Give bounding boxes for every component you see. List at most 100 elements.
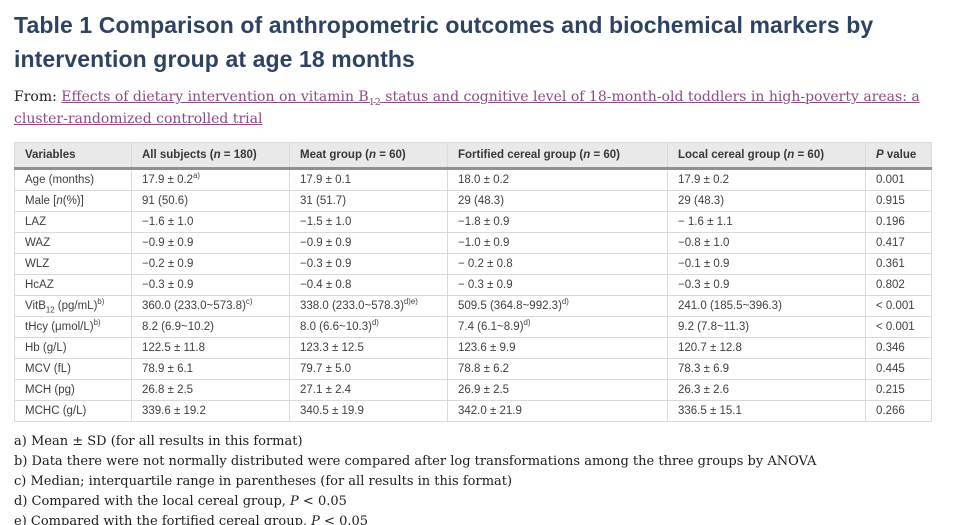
table-cell: 120.7 ± 12.8	[667, 337, 866, 359]
table-cell: 0.215	[865, 379, 932, 401]
row-label: HcAZ	[14, 274, 132, 296]
table-cell: −0.8 ± 1.0	[667, 232, 866, 254]
row-label: Age (months)	[14, 168, 132, 191]
table-cell: − 0.3 ± 0.9	[447, 274, 668, 296]
table-cell: 0.001	[865, 168, 932, 191]
footnote: b) Data there were not normally distribu…	[14, 454, 817, 469]
row-label: MCHC (g/L)	[14, 400, 132, 422]
row-label: LAZ	[14, 211, 132, 233]
table-cell: −1.0 ± 0.9	[447, 232, 668, 254]
table-cell: 91 (50.6)	[131, 190, 290, 212]
footnote: d) Compared with the local cereal group,…	[14, 494, 347, 509]
table-cell: −0.9 ± 0.9	[131, 232, 290, 254]
table-cell: 0.802	[865, 274, 932, 296]
table-cell: 78.3 ± 6.9	[667, 358, 866, 380]
footnotes: a) Mean ± SD (for all results in this fo…	[14, 432, 952, 525]
table-cell: −0.4 ± 0.8	[289, 274, 448, 296]
table-cell: 27.1 ± 2.4	[289, 379, 448, 401]
footnote: a) Mean ± SD (for all results in this fo…	[14, 434, 303, 449]
table-cell: −0.3 ± 0.9	[131, 274, 290, 296]
table-row: VitB12 (pg/mL)b) 360.0 (233.0~573.8)c) 33…	[14, 295, 932, 317]
column-header: Variables	[14, 142, 132, 170]
table-cell: 0.915	[865, 190, 932, 212]
column-header: P value	[865, 142, 932, 170]
table-row: HcAZ −0.3 ± 0.9 −0.4 ± 0.8− 0.3 ± 0.9 −0.3…	[14, 274, 932, 296]
table-cell: 0.346	[865, 337, 932, 359]
table-cell: 29 (48.3)	[667, 190, 866, 212]
table-cell: −0.3 ± 0.9	[667, 274, 866, 296]
table-cell: 26.8 ± 2.5	[131, 379, 290, 401]
column-header: All subjects (n = 180)	[131, 142, 290, 170]
column-header: Fortified cereal group (n = 60)	[447, 142, 668, 170]
table-cell: 18.0 ± 0.2	[447, 168, 668, 191]
row-label: WLZ	[14, 253, 132, 275]
table-cell: < 0.001	[865, 295, 932, 317]
table-cell: −0.1 ± 0.9	[667, 253, 866, 275]
table-cell: 17.9 ± 0.2a)	[131, 168, 290, 191]
row-label: MCV (fL)	[14, 358, 132, 380]
table-cell: 26.3 ± 2.6	[667, 379, 866, 401]
table-cell: −0.9 ± 0.9	[289, 232, 448, 254]
table-cell: < 0.001	[865, 316, 932, 338]
row-label: VitB12 (pg/mL)b)	[14, 295, 132, 317]
table-row: Hb (g/L) 122.5 ± 11.8 123.3 ± 12.5 123.6 ±…	[14, 337, 932, 359]
table-cell: 122.5 ± 11.8	[131, 337, 290, 359]
table-cell: 78.9 ± 6.1	[131, 358, 290, 380]
table-cell: 78.8 ± 6.2	[447, 358, 668, 380]
table-row: Male [n(%)] 91 (50.6) 31 (51.7) 29 (48.3) 2…	[14, 190, 932, 212]
table-cell: 123.3 ± 12.5	[289, 337, 448, 359]
table-cell: 8.2 (6.9~10.2)	[131, 316, 290, 338]
table-cell: − 0.2 ± 0.8	[447, 253, 668, 275]
row-label: tHcy (μmol/L)b)	[14, 316, 132, 338]
row-label: Hb (g/L)	[14, 337, 132, 359]
column-header: Local cereal group (n = 60)	[667, 142, 866, 170]
table-cell: 241.0 (185.5~396.3)	[667, 295, 866, 317]
table-row: WAZ −0.9 ± 0.9 −0.9 ± 0.9 −1.0 ± 0.9 −0.8 ±…	[14, 232, 932, 254]
table-row: WLZ −0.2 ± 0.9 −0.3 ± 0.9− 0.2 ± 0.8 −0.1 …	[14, 253, 932, 275]
table-cell: 9.2 (7.8~11.3)	[667, 316, 866, 338]
row-label: MCH (pg)	[14, 379, 132, 401]
column-header: Meat group (n = 60)	[289, 142, 448, 170]
footnote: c) Median; interquartile range in parent…	[14, 474, 513, 489]
table-cell: 17.9 ± 0.1	[289, 168, 448, 191]
table-cell: 339.6 ± 19.2	[131, 400, 290, 422]
table-cell: 338.0 (233.0~578.3)d)e)	[289, 295, 448, 317]
page-title: Table 1 Comparison of anthropometric out…	[14, 12, 874, 72]
table-cell: 336.5 ± 15.1	[667, 400, 866, 422]
table-cell: −1.5 ± 1.0	[289, 211, 448, 233]
table-cell: −1.6 ± 1.0	[131, 211, 290, 233]
table-cell: 0.361	[865, 253, 932, 275]
row-label: Male [n(%)]	[14, 190, 132, 212]
table-cell: 8.0 (6.6~10.3)d)	[289, 316, 448, 338]
from-label: From:	[14, 89, 62, 105]
table-cell: 0.266	[865, 400, 932, 422]
table-cell: 509.5 (364.8~992.3)d)	[447, 295, 668, 317]
table-row: Age (months) 17.9 ± 0.2a) 17.9 ± 0.1 18.0 …	[14, 168, 932, 191]
table-row: MCV (fL) 78.9 ± 6.1 79.7 ± 5.0 78.8 ± 6.2 7…	[14, 358, 932, 380]
row-label: WAZ	[14, 232, 132, 254]
source-link[interactable]: Effects of dietary intervention on vitam…	[14, 89, 920, 127]
table-cell: 0.417	[865, 232, 932, 254]
footnote: e) Compared with the fortified cereal gr…	[14, 514, 369, 525]
table-cell: 0.445	[865, 358, 932, 380]
comparison-table: Variables All subjects (n = 180) Meat grou…	[14, 142, 932, 422]
table-header-row: Variables All subjects (n = 180) Meat grou…	[14, 142, 932, 170]
table-row: MCHC (g/L) 339.6 ± 19.2 340.5 ± 19.9 342.0…	[14, 400, 932, 422]
table-cell: 79.7 ± 5.0	[289, 358, 448, 380]
table-cell: 31 (51.7)	[289, 190, 448, 212]
table-cell: 123.6 ± 9.9	[447, 337, 668, 359]
source-line: From: Effects of dietary intervention on…	[14, 86, 948, 130]
table-cell: 360.0 (233.0~573.8)c)	[131, 295, 290, 317]
table-cell: −0.3 ± 0.9	[289, 253, 448, 275]
table-cell: 26.9 ± 2.5	[447, 379, 668, 401]
table-cell: −0.2 ± 0.9	[131, 253, 290, 275]
table-cell: 17.9 ± 0.2	[667, 168, 866, 191]
table-cell: −1.8 ± 0.9	[447, 211, 668, 233]
table-cell: 0.196	[865, 211, 932, 233]
table-row: MCH (pg) 26.8 ± 2.5 27.1 ± 2.4 26.9 ± 2.5 2…	[14, 379, 932, 401]
table-cell: − 1.6 ± 1.1	[667, 211, 866, 233]
table-cell: 342.0 ± 21.9	[447, 400, 668, 422]
table-cell: 7.4 (6.1~8.9)d)	[447, 316, 668, 338]
table-row: LAZ −1.6 ± 1.0 −1.5 ± 1.0 −1.8 ± 0.9− 1.6 …	[14, 211, 932, 233]
